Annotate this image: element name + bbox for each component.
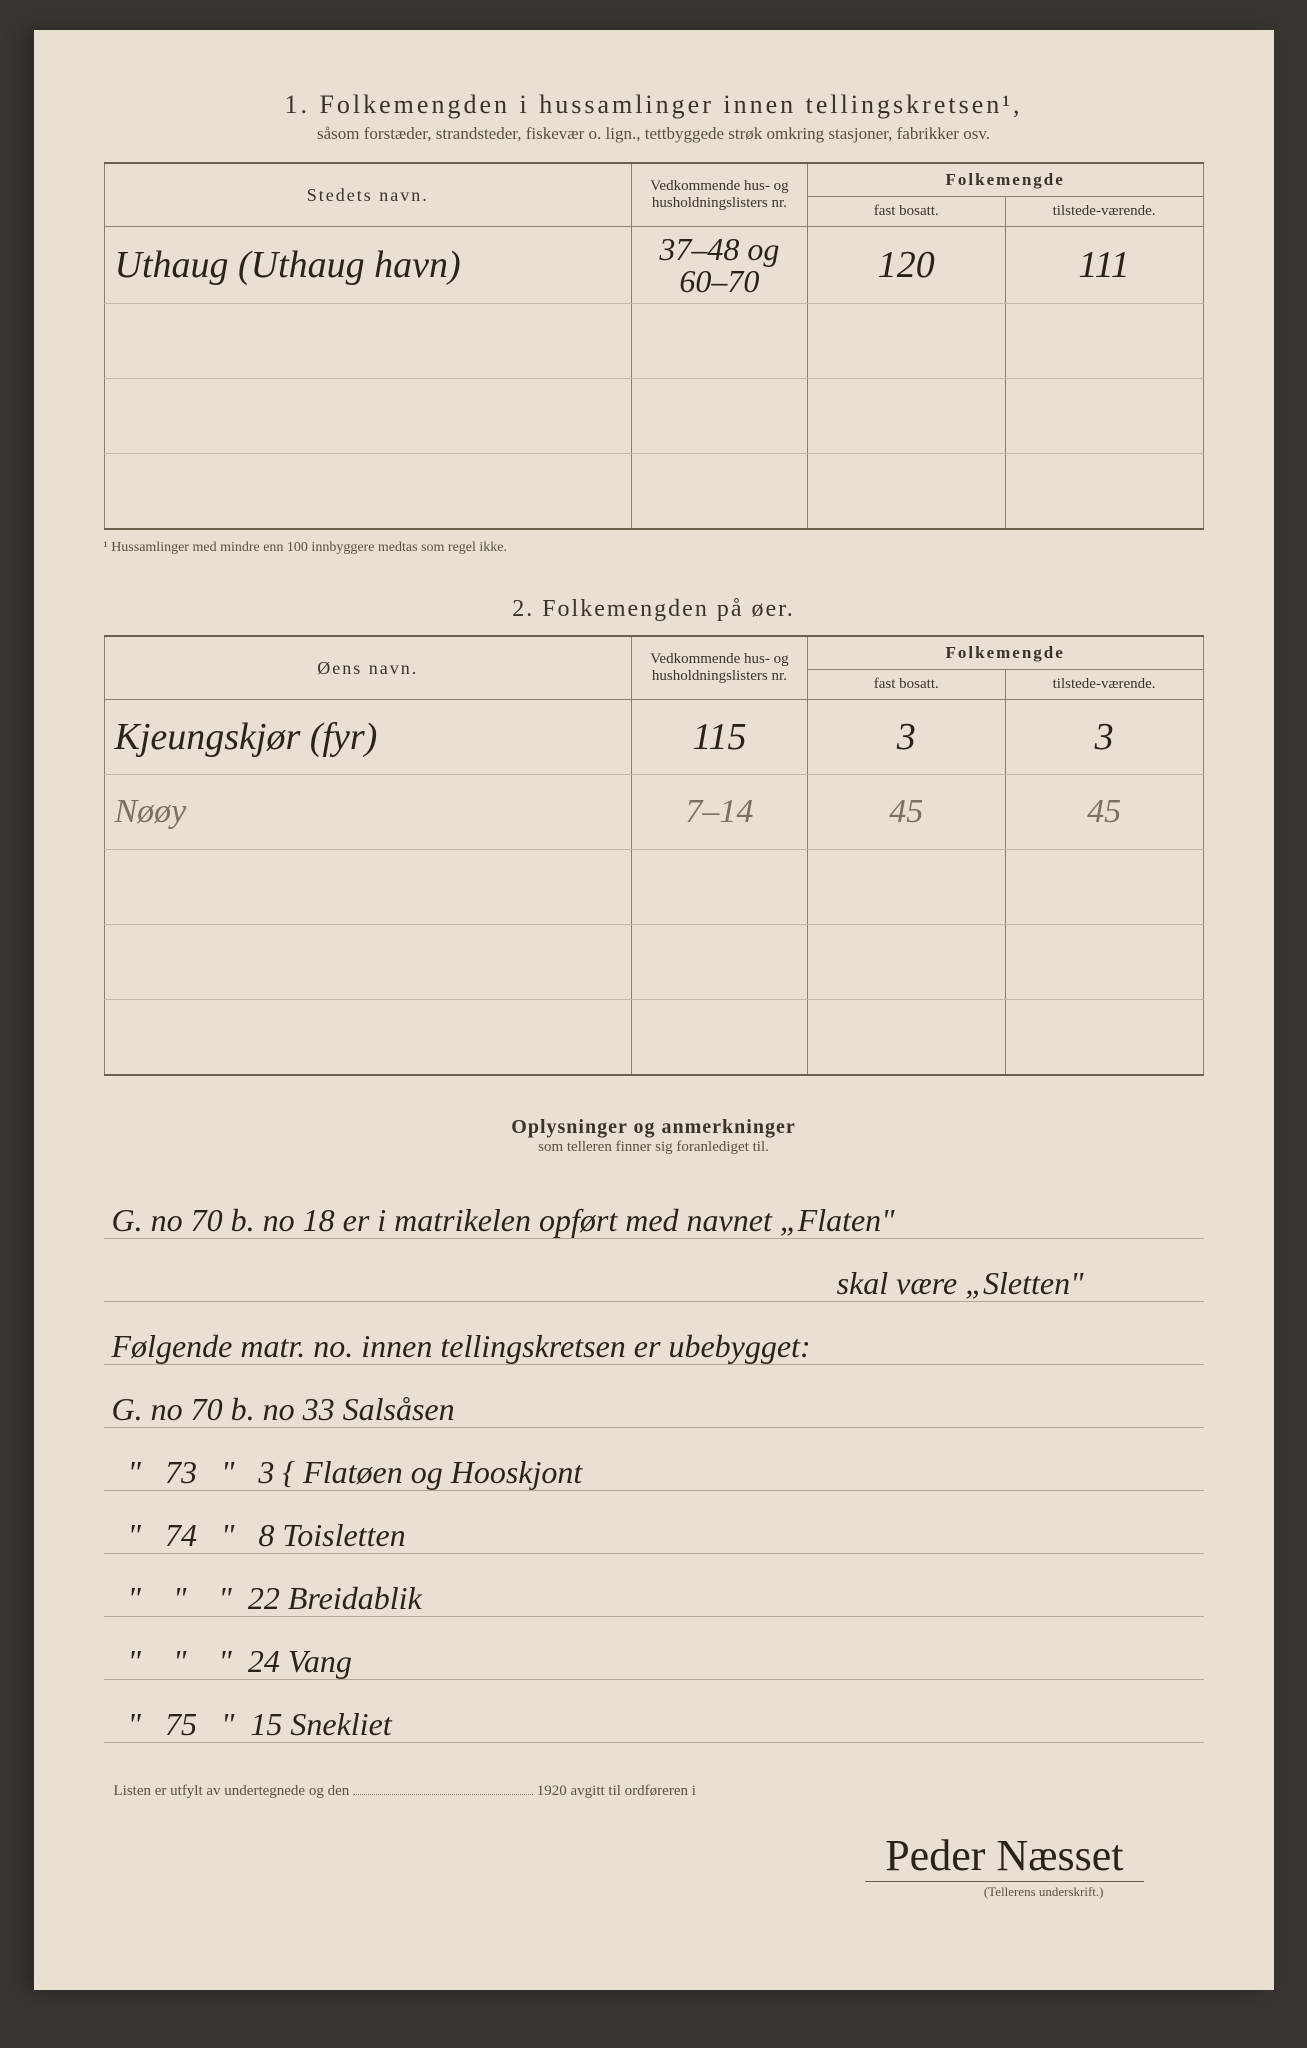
fast-value: 45 — [889, 793, 923, 830]
island-name: Nøøy — [115, 793, 187, 830]
section1-title-text: Folkemengden i hussamlinger innen tellin… — [319, 90, 1022, 119]
tilstede-value: 111 — [1078, 244, 1129, 286]
remark-line: skal være „Sletten" — [104, 1239, 1204, 1302]
table-row — [104, 379, 1203, 454]
section2-number: 2. — [512, 596, 534, 622]
remark-line: G. no 70 b. no 18 er i matrikelen opført… — [104, 1176, 1204, 1239]
remarks-title: Oplysninger og anmerkninger — [104, 1116, 1204, 1139]
remarks-block: G. no 70 b. no 18 er i matrikelen opført… — [104, 1176, 1204, 1743]
fast-value: 3 — [897, 716, 916, 758]
section2-title-text: Folkemengden på øer. — [542, 596, 795, 622]
remark-text: skal være „Sletten" — [837, 1267, 1084, 1299]
remark-text: " " " 22 Breidablik — [112, 1582, 422, 1614]
list-nr: 37–48 og 60–70 — [659, 231, 779, 299]
signature: Peder Næsset — [865, 1830, 1143, 1882]
remarks-subtitle: som telleren finner sig foranlediget til… — [104, 1139, 1204, 1156]
remark-text: " 74 " 8 Toisletten — [112, 1519, 406, 1551]
remark-line: Følgende matr. no. innen tellingskretsen… — [104, 1302, 1204, 1365]
list-nr: 7–14 — [685, 793, 753, 830]
signature-area: Peder Næsset — [104, 1830, 1204, 1882]
remark-text: " " " 24 Vang — [112, 1645, 352, 1677]
table-row: Nøøy 7–14 45 45 — [104, 775, 1203, 850]
table-row — [104, 1000, 1203, 1076]
remark-text: " 75 " 15 Snekliet — [112, 1708, 392, 1740]
remark-line: " 75 " 15 Snekliet — [104, 1680, 1204, 1743]
table-row — [104, 925, 1203, 1000]
remark-line: " " " 24 Vang — [104, 1617, 1204, 1680]
remark-line: " 73 " 3 { Flatøen og Hooskjont — [104, 1428, 1204, 1491]
table-row — [104, 454, 1203, 530]
col-stedets-navn: Stedets navn. — [104, 163, 632, 227]
section1-table: Stedets navn. Vedkommende hus- og hushol… — [104, 162, 1204, 530]
col-lister-nr: Vedkommende hus- og husholdningslisters … — [632, 163, 808, 227]
col-fast-bosatt: fast bosatt. — [807, 197, 1005, 227]
remark-text: Følgende matr. no. innen tellingskretsen… — [112, 1330, 811, 1362]
remark-text: G. no 70 b. no 33 Salsåsen — [112, 1393, 455, 1425]
col-oens-navn: Øens navn. — [104, 636, 632, 700]
signature-label: (Tellerens underskrift.) — [104, 1884, 1204, 1900]
table-row — [104, 850, 1203, 925]
section1-number: 1. — [284, 90, 310, 119]
census-form-page: 1. Folkemengden i hussamlinger innen tel… — [34, 30, 1274, 1990]
section1-title: 1. Folkemengden i hussamlinger innen tel… — [104, 90, 1204, 120]
remark-line: " 74 " 8 Toisletten — [104, 1491, 1204, 1554]
tilstede-value: 45 — [1087, 793, 1121, 830]
place-name: Uthaug (Uthaug havn) — [115, 244, 461, 286]
section2-title: 2. Folkemengden på øer. — [104, 596, 1204, 623]
island-name: Kjeungskjør (fyr) — [115, 716, 378, 758]
col-lister-nr-2: Vedkommende hus- og husholdningslisters … — [632, 636, 808, 700]
section1-footnote: ¹ Hussamlinger med mindre enn 100 innbyg… — [104, 540, 1204, 556]
section1-subtitle: såsom forstæder, strandsteder, fiskevær … — [104, 124, 1204, 144]
remark-text: G. no 70 b. no 18 er i matrikelen opført… — [112, 1204, 895, 1236]
closing-before: Listen er utfylt av undertegnede og den — [114, 1783, 350, 1799]
col-tilstede-2: tilstede-værende. — [1005, 670, 1203, 700]
remark-line: " " " 22 Breidablik — [104, 1554, 1204, 1617]
table-row: Uthaug (Uthaug havn) 37–48 og 60–70 120 … — [104, 227, 1203, 304]
remark-line: G. no 70 b. no 33 Salsåsen — [104, 1365, 1204, 1428]
section2-table: Øens navn. Vedkommende hus- og husholdni… — [104, 635, 1204, 1076]
col-tilstede: tilstede-værende. — [1005, 197, 1203, 227]
table-row: Kjeungskjør (fyr) 115 3 3 — [104, 700, 1203, 775]
col-folkemengde-group-2: Folkemengde — [807, 636, 1203, 670]
col-fast-bosatt-2: fast bosatt. — [807, 670, 1005, 700]
remark-text: " 73 " 3 { Flatøen og Hooskjont — [112, 1456, 583, 1488]
closing-line: Listen er utfylt av undertegnede og den … — [104, 1783, 1204, 1800]
closing-mid: 1920 avgitt til ordføreren i — [537, 1783, 696, 1799]
table-row — [104, 304, 1203, 379]
fast-value: 120 — [878, 244, 935, 286]
tilstede-value: 3 — [1095, 716, 1114, 758]
list-nr: 115 — [692, 716, 746, 758]
col-folkemengde-group: Folkemengde — [807, 163, 1203, 197]
